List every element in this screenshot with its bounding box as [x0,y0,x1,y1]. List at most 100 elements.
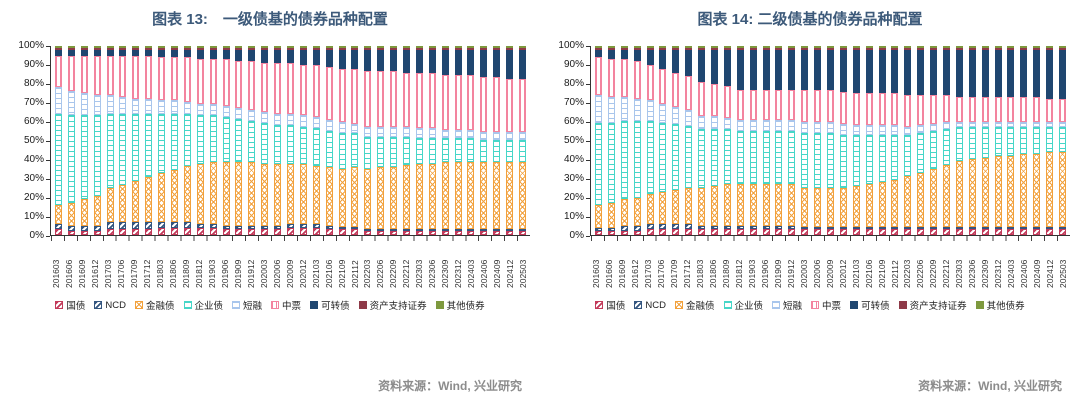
bar-segment-金融债 [917,172,925,228]
bar-segment-其他债券 [878,46,886,48]
bar-segment-可转债 [132,50,140,56]
x-tick-marks [591,236,1070,241]
bar-segment-资产支持证券 [506,48,514,50]
bar-segment-其他债券 [710,46,718,48]
bar-segment-其他债券 [620,46,628,49]
bar-segment-金融债 [685,187,693,224]
bar-segment-中票 [119,55,127,97]
bar-segment-金融债 [402,165,410,230]
bar-segment-NCD [646,223,654,230]
chart13-legend: 国债 NCD 金融债 企业债 短融 中票 可转债 资产支持证券 其他债券 [10,298,530,312]
bar-202306 [968,45,976,235]
bar-segment-企业债 [80,115,88,200]
bar-segment-NCD [480,229,488,232]
bar-segment-其他债券 [594,45,602,48]
bar-segment-可转债 [93,50,101,56]
bar-segment-中票 [891,93,899,126]
legend-label: 企业债 [194,301,224,312]
bar-segment-可转债 [981,49,989,98]
bar-segment-资产支持证券 [1033,48,1041,50]
bar-segment-可转债 [467,50,475,75]
bar-segment-NCD [633,225,641,232]
chart14-source: 资料来源：Wind, 兴业研究 [918,379,1062,393]
bar-segment-企业债 [519,139,526,163]
x-tick-label: 202303 [954,259,965,288]
bar-202109 [338,46,346,235]
y-tick-label: 40% [23,154,44,165]
bar-segment-资产支持证券 [917,48,925,51]
bar-segment-金融债 [325,167,333,226]
bar-segment-企业债 [158,113,166,174]
bar-segment-其他债券 [467,46,475,48]
bar-segment-中票 [106,55,114,95]
bar-segment-可转债 [942,50,950,96]
bar-segment-国债 [930,229,938,235]
bar-segment-中票 [158,57,166,101]
bar-segment-短融 [235,107,243,120]
x-tick-label: 202109 [336,259,347,288]
x-tick-label: 201912 [785,259,796,288]
bar-segment-企业债 [723,129,731,185]
bar-segment-金融债 [1007,155,1015,228]
legend-swatch-icon [675,301,683,309]
bar-segment-其他债券 [377,46,385,48]
bar-segment-可转债 [80,50,88,56]
bar-segment-其他债券 [93,46,101,48]
x-tick-label: 202412 [1045,259,1056,288]
y-tick-label: 0% [29,230,44,241]
bar-segment-可转债 [723,50,731,86]
bar-segment-企业债 [106,113,114,189]
bar-segment-可转债 [402,50,410,73]
bar-segment-金融债 [814,187,822,228]
chart14-x-axis: 201603 201606 201609 201612 201703 201706 2017… [590,242,1070,288]
bar-segment-NCD [594,227,602,232]
bar-segment-其他债券 [1059,45,1066,48]
legend-label: 资产支持证券 [369,301,427,312]
bar-segment-其他债券 [1007,45,1015,48]
bar-segment-可转债 [594,49,602,58]
x-tick-label: 201909 [772,259,783,288]
bar-202312 [454,46,462,235]
legend-swatch-icon [94,301,103,309]
legend-label: 企业债 [734,301,764,312]
bar-segment-短融 [390,127,398,137]
y-tick-label: 30% [23,173,44,184]
bar-segment-短融 [519,131,526,140]
bar-segment-企业债 [493,139,501,163]
bar-segment-NCD [506,229,514,232]
bar-segment-短融 [209,104,217,116]
bar-202103 [852,46,860,235]
bar-segment-中票 [222,59,230,107]
bar-segment-短融 [132,98,140,114]
bar-segment-企业债 [506,139,514,163]
legend-item-国债: 国债 [595,298,625,312]
bar-segment-可转债 [364,50,372,71]
bar-202109 [878,46,886,235]
bar-201606 [67,46,75,235]
bar-segment-金融债 [904,176,912,228]
bar-segment-可转债 [119,50,127,56]
bar-segment-国债 [672,229,680,235]
bar-segment-可转债 [865,50,873,94]
bar-segment-中票 [917,95,925,126]
bar-segment-资产支持证券 [145,48,153,50]
bar-segment-中票 [865,93,873,126]
bar-segment-中票 [390,70,398,128]
bar-segment-中票 [274,63,282,114]
bar-segment-国债 [170,227,178,235]
bar-segment-国债 [248,229,256,235]
bar-segment-中票 [904,95,912,128]
bar-segment-NCD [672,223,680,230]
x-tick-label: 201912 [245,259,256,288]
x-tick-label: 201609 [77,259,88,288]
bar-segment-短融 [904,127,912,135]
bar-segment-中票 [338,68,346,122]
bar-segment-资产支持证券 [235,47,243,50]
bar-segment-其他债券 [519,46,526,48]
bar-segment-金融债 [54,205,62,224]
bar-segment-其他债券 [119,46,127,48]
bar-segment-短融 [646,100,654,122]
bar-segment-可转债 [235,49,243,62]
y-tick-label: 80% [563,78,584,89]
bar-segment-金融债 [1020,153,1028,228]
